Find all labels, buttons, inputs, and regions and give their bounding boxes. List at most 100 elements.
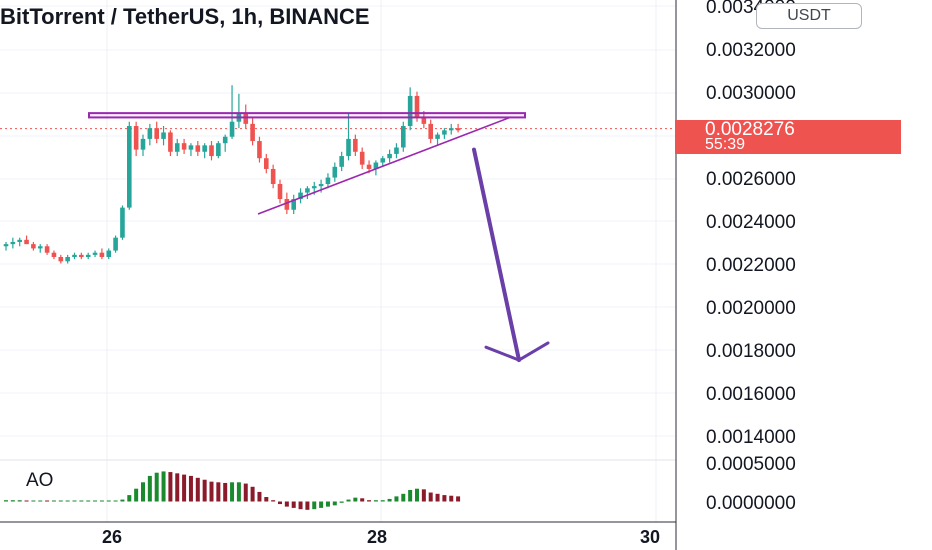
ao-histogram: [4, 471, 460, 509]
ao-bar: [52, 501, 56, 502]
candle-body: [408, 96, 413, 126]
ao-bar: [25, 501, 29, 502]
ao-bar: [347, 500, 351, 502]
price-tick-label: 0.0024000: [706, 212, 796, 233]
candle-body: [100, 253, 105, 257]
candle-body: [333, 167, 338, 178]
ao-bar: [230, 482, 234, 501]
price-tick-label: 0.0026000: [706, 169, 796, 190]
ascending-trendline: [258, 117, 510, 214]
price-tick-label: 0.0032000: [706, 40, 796, 61]
candle-body: [326, 178, 331, 184]
ao-bar: [93, 501, 97, 502]
last-price-label: 0.0028276 55:39: [675, 120, 901, 154]
candle-body: [45, 246, 50, 252]
ao-bar: [79, 501, 83, 502]
candle-body: [319, 184, 324, 186]
candle-body: [230, 122, 235, 137]
candle-body: [93, 253, 98, 255]
currency-button[interactable]: USDT: [756, 3, 862, 29]
candle-body: [59, 257, 64, 261]
ao-bar: [374, 500, 378, 501]
price-tick-label: 0.0018000: [706, 341, 796, 362]
price-tick-label: 0.0016000: [706, 384, 796, 405]
ao-bar: [59, 501, 63, 502]
ao-bar: [401, 494, 405, 502]
candle-body: [216, 143, 221, 156]
candle-body: [65, 257, 70, 261]
candle-body: [278, 184, 283, 199]
candle-body: [223, 137, 228, 143]
ao-bar: [367, 500, 371, 501]
down-arrow-shaft: [474, 150, 519, 360]
candle-body: [435, 135, 440, 139]
candle-body: [257, 141, 262, 158]
ao-bar: [278, 502, 282, 505]
ao-bar: [422, 489, 426, 501]
ao-bar: [86, 501, 90, 502]
candle-body: [264, 158, 269, 169]
candle-body: [360, 152, 365, 165]
ao-bar: [251, 487, 255, 502]
candle-body: [17, 240, 22, 242]
candle-body: [312, 186, 317, 188]
candle-body: [113, 238, 118, 251]
ao-bar: [155, 473, 159, 502]
ao-bar: [429, 493, 433, 502]
candle-body: [346, 139, 351, 156]
time-tick-label: 28: [367, 527, 387, 547]
ao-bar: [388, 499, 392, 502]
ao-bar: [319, 502, 323, 508]
price-tick-label: 0.0030000: [706, 83, 796, 104]
ao-bar: [333, 502, 337, 506]
candle-body: [106, 251, 111, 257]
ao-bar: [203, 480, 207, 502]
ao-bar: [148, 476, 152, 502]
ao-bar: [31, 501, 35, 502]
ao-bar: [175, 473, 179, 501]
candle-body: [161, 132, 166, 138]
price-tick-label: 0.0022000: [706, 255, 796, 276]
ao-bar: [257, 492, 261, 502]
ao-bar: [340, 502, 344, 503]
ao-bar: [134, 489, 138, 502]
candle-body: [305, 188, 310, 192]
candle-body: [182, 143, 187, 149]
chart-title: BitTorrent / TetherUS, 1h, BINANCE: [0, 4, 370, 30]
ao-bar: [326, 502, 330, 507]
ao-bar: [11, 500, 15, 501]
candle-body: [189, 145, 194, 149]
candle-body: [380, 158, 385, 162]
ao-bar: [38, 501, 42, 502]
chart-grid: [0, 0, 676, 550]
candle-body: [394, 147, 399, 153]
candle-body: [202, 145, 207, 151]
candle-body: [168, 132, 173, 151]
ao-bar: [66, 501, 70, 502]
ao-bar: [353, 498, 357, 502]
candle-body: [148, 128, 153, 139]
candle-body: [120, 208, 125, 238]
candle-body: [449, 128, 454, 130]
candle-body: [154, 128, 159, 139]
candle-body: [353, 139, 358, 152]
candle-body: [367, 165, 372, 169]
ao-bar: [381, 500, 385, 501]
ao-bar: [18, 500, 22, 501]
ao-bar: [107, 501, 111, 502]
candle-body: [127, 126, 132, 208]
time-axis[interactable]: 26 28 30: [102, 527, 660, 547]
candle-body: [175, 143, 180, 152]
ao-bar: [237, 482, 241, 501]
candle-body: [456, 128, 461, 130]
ao-bar: [394, 496, 398, 501]
ao-bar: [182, 475, 186, 502]
ao-bar: [360, 498, 364, 501]
ao-bar: [271, 500, 275, 501]
resistance-rectangle: [89, 113, 525, 117]
candle-body: [38, 246, 43, 248]
price-axis[interactable]: 0.00340000.00320000.00300000.00260000.00…: [706, 0, 796, 514]
candle-body: [31, 244, 36, 248]
candle-body: [52, 253, 57, 257]
